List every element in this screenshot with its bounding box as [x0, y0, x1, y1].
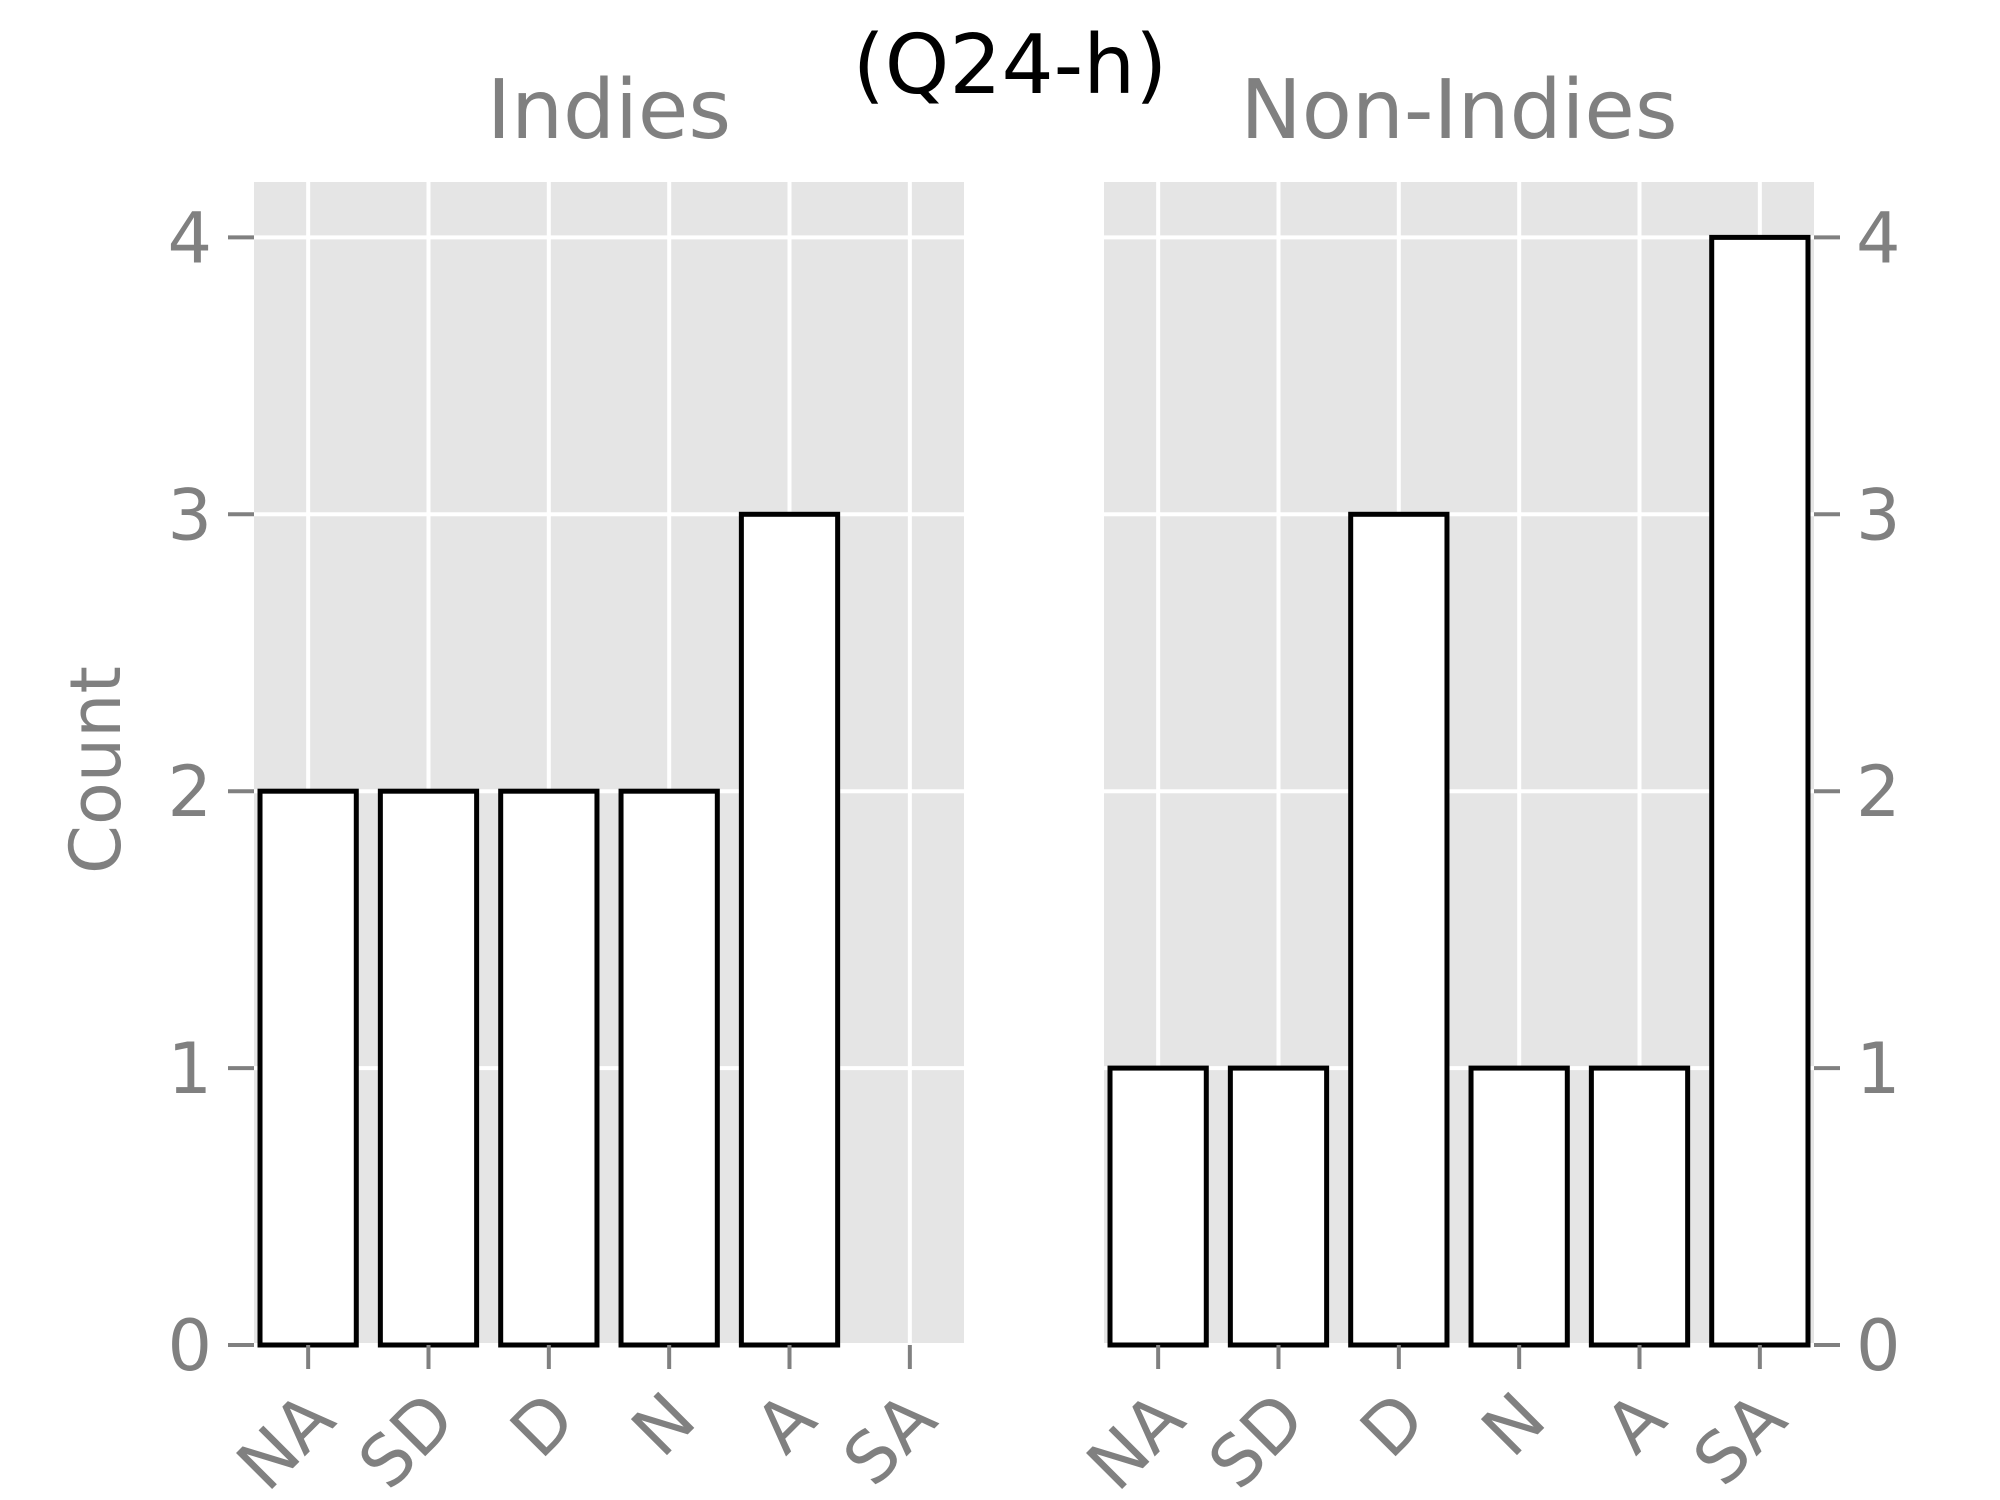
y-tick-label: 3	[167, 474, 212, 556]
bar-d	[1348, 511, 1450, 1348]
x-tick-label: SA	[828, 1377, 952, 1500]
y-tick-label: 0	[1856, 1305, 1901, 1387]
bar-sd	[1227, 1065, 1330, 1348]
y-tick-label: 2	[1856, 751, 1901, 833]
y-tick-label: 0	[167, 1305, 212, 1387]
x-tick-label: SD	[1193, 1377, 1321, 1500]
bar-sd	[377, 788, 480, 1348]
panel-title: Indies	[487, 63, 731, 158]
y-tick-label: 1	[167, 1028, 212, 1110]
bar-na	[257, 788, 359, 1348]
plot-area	[254, 182, 964, 1345]
bar-a	[738, 511, 841, 1348]
chart-suptitle: (Q24-h)	[853, 18, 1167, 113]
bar-d	[498, 788, 600, 1348]
bar-n	[1468, 1065, 1570, 1348]
x-tick-label: D	[495, 1377, 591, 1473]
x-tick-label: SD	[343, 1377, 471, 1500]
bar-sa	[1709, 234, 1811, 1348]
y-tick-label: 4	[1856, 197, 1901, 279]
x-tick-label: NA	[221, 1377, 350, 1500]
x-tick-label: N	[616, 1377, 711, 1472]
y-tick-label: 4	[167, 197, 212, 279]
bar-n	[618, 788, 720, 1348]
bar-na	[1107, 1065, 1209, 1348]
x-tick-label: NA	[1071, 1377, 1200, 1500]
x-tick-label: A	[1590, 1377, 1682, 1469]
x-tick-label: SA	[1678, 1377, 1802, 1500]
panel-title: Non-Indies	[1240, 63, 1677, 158]
y-tick-label: 1	[1856, 1028, 1901, 1110]
y-tick-label: 3	[1856, 474, 1901, 556]
x-tick-label: A	[740, 1377, 832, 1469]
plot-area	[1104, 182, 1814, 1345]
x-tick-label: D	[1345, 1377, 1441, 1473]
x-tick-label: N	[1466, 1377, 1561, 1472]
bar-a	[1588, 1065, 1691, 1348]
y-axis-label: Count	[55, 666, 137, 874]
y-tick-label: 2	[167, 751, 212, 833]
